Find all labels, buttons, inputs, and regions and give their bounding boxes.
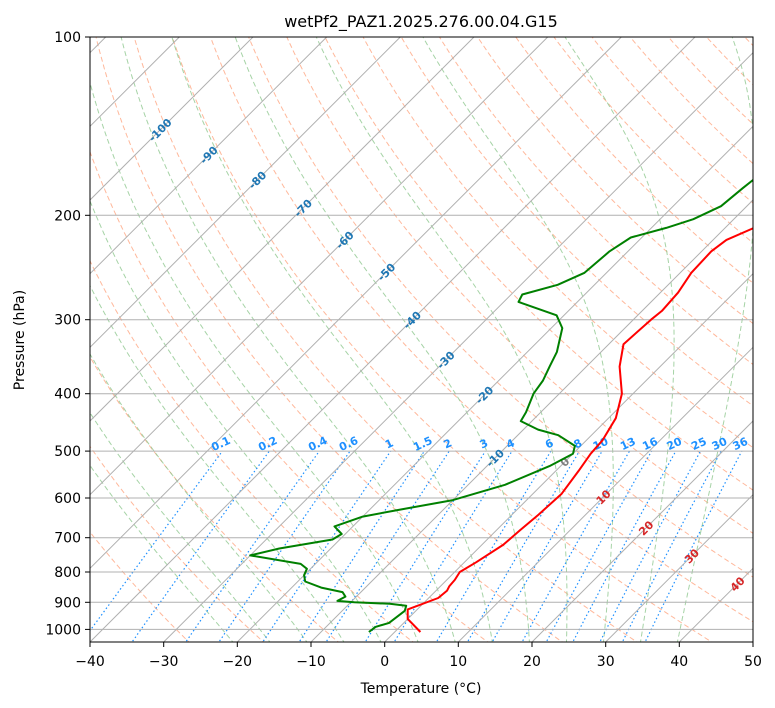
mixing-ratio-label: 13	[618, 435, 637, 453]
y-tick-label: 200	[54, 208, 81, 224]
mixing-ratio-line	[185, 450, 320, 642]
y-tick-label: 700	[54, 531, 81, 547]
isotherm-line	[90, 37, 475, 422]
moist-adiabat-line	[90, 80, 419, 642]
mixing-ratio-line	[90, 450, 223, 632]
pressure-grid	[90, 37, 753, 630]
isotherm-line	[163, 51, 753, 642]
isotherm-line	[90, 37, 696, 642]
moist-adiabat-line	[90, 411, 271, 642]
dry-adiabat-line	[667, 37, 753, 125]
isotherm-label: -100	[146, 116, 175, 145]
mixing-ratio-label: 6	[543, 436, 556, 451]
isotherm-line	[90, 37, 254, 201]
dry-adiabat-line	[171, 37, 713, 642]
chart-title: wetPf2_PAZ1.2025.276.00.04.G15	[284, 12, 558, 32]
dry-adiabat-line	[438, 37, 753, 366]
dry-adiabat-line	[629, 37, 753, 165]
mixing-ratio-label: 2	[442, 436, 454, 451]
x-tick-label: −40	[75, 654, 105, 670]
y-axis: 1000 900 800 700 600 500 400 300 200 100	[45, 30, 90, 638]
x-tick-label: 40	[670, 654, 688, 670]
x-tick-label: 50	[744, 654, 762, 670]
plot-frame	[89, 36, 754, 643]
dry-adiabat-line	[744, 37, 753, 47]
dry-adiabat-line	[286, 37, 753, 534]
y-tick-label: 400	[54, 387, 81, 403]
dry-adiabat-line	[553, 37, 753, 244]
isotherm-line	[531, 420, 753, 642]
mixing-ratio-label: 3	[478, 436, 490, 451]
dry-adiabat-line	[324, 37, 753, 491]
moist-adiabat-line	[171, 37, 493, 642]
mixing-ratio-label: 30	[710, 435, 730, 453]
dry-adiabat-line	[476, 37, 753, 325]
mixing-ratio-line	[572, 450, 677, 642]
isotherm-line	[90, 37, 549, 496]
mixing-ratio-line	[325, 450, 450, 642]
y-tick-label: 900	[54, 595, 81, 611]
mixing-ratio-line	[393, 450, 513, 642]
dry-adiabat-line	[90, 259, 414, 642]
moist-adiabat-line	[90, 464, 234, 642]
x-tick-label: 30	[597, 654, 615, 670]
x-tick-label: −20	[223, 654, 253, 670]
y-tick-label: 600	[54, 491, 81, 507]
y-tick-label: 800	[54, 565, 81, 581]
y-tick-label: 100	[54, 30, 81, 46]
isotherm-line	[457, 346, 753, 642]
mixing-ratio-label: 16	[640, 435, 660, 453]
isotherm-line	[605, 493, 753, 642]
dry-adiabat-line	[209, 37, 753, 623]
profile-line	[249, 178, 753, 633]
plot-area: 0.1 0.2 0.4 0.6 1 1.5 2 3 4 6 8 10 13 16 20 25 30 36-100-…	[90, 37, 753, 642]
mixing-ratio-line	[621, 450, 722, 642]
mixing-ratio-line	[262, 450, 392, 642]
dry-adiabat-line	[362, 37, 753, 449]
dry-adiabat-line	[133, 37, 638, 642]
mixing-ratio-line	[298, 450, 425, 642]
isotherm-line	[236, 125, 753, 642]
mixing-ratio-label: 25	[689, 435, 708, 453]
moist-adiabat-line	[90, 199, 382, 642]
dry-adiabat-line	[705, 37, 753, 86]
x-tick-label: −30	[149, 654, 179, 670]
mixing-ratio-lines	[90, 450, 743, 642]
x-tick-label: −10	[296, 654, 326, 670]
mixing-ratio-label: 36	[731, 435, 751, 453]
dry-adiabat-line	[95, 37, 564, 642]
moist-adiabat-line	[90, 353, 308, 642]
y-tick-label: 1000	[45, 622, 81, 638]
dry-adiabat-line	[90, 445, 265, 642]
dry-adiabat-line	[400, 37, 753, 407]
line-labels: 0.1 0.2 0.4 0.6 1 1.5 2 3 4 6 8 10 13 16 20 25 30 36-100-…	[146, 116, 750, 595]
y-axis-label: Pressure (hPa)	[12, 290, 28, 390]
isotherm-line	[90, 37, 328, 275]
isotherm-line	[90, 37, 622, 570]
y-tick-label: 300	[54, 313, 81, 329]
x-tick-label: 0	[380, 654, 389, 670]
isotherm-line	[752, 641, 753, 642]
mixing-ratio-line	[131, 450, 270, 642]
dry-adiabats	[90, 37, 753, 642]
moist-adiabat-line	[315, 37, 568, 642]
x-tick-label: 10	[449, 654, 467, 670]
x-tick-label: 20	[523, 654, 541, 670]
profile-series	[249, 178, 753, 633]
profile-line	[406, 227, 753, 633]
dry-adiabat-line	[90, 531, 190, 642]
mixing-ratio-line	[218, 450, 351, 642]
x-axis-label: Temperature (°C)	[360, 681, 482, 697]
isotherm-line	[90, 37, 401, 349]
y-tick-label: 500	[54, 444, 81, 460]
isotherm-line	[384, 272, 753, 642]
x-axis: −40 −30 −20 −10 0 10 20 30 40 50	[75, 642, 762, 670]
mixing-ratio-line	[599, 450, 702, 642]
mixing-ratio-line	[364, 450, 486, 642]
mixing-ratio-label: 20	[665, 435, 685, 453]
isotherms	[90, 37, 753, 642]
isotherm-line	[310, 199, 753, 642]
mixing-ratio-line	[466, 450, 580, 642]
